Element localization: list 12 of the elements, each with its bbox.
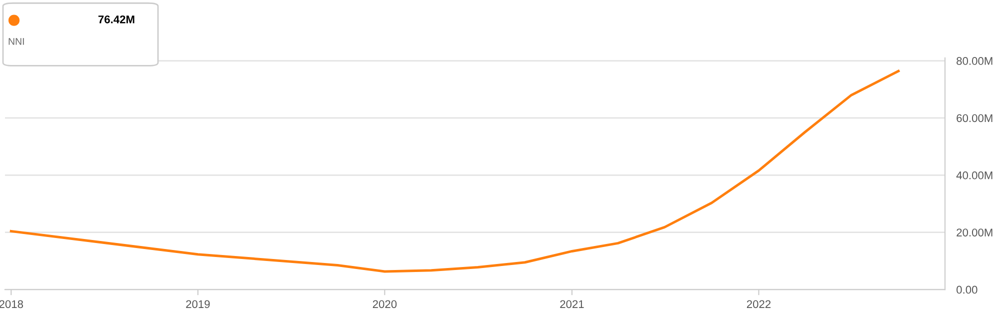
- text: 76.42M: [98, 15, 134, 24]
- y-tick-label: 80.00M: [956, 57, 992, 65]
- x-tick-label: 2020: [372, 300, 397, 308]
- y-tick-label: 60.00M: [956, 114, 992, 122]
- x-tick-label: 2019: [186, 300, 210, 308]
- x-tick-label: 2022: [746, 300, 771, 308]
- y-tick-label: 0.00: [956, 286, 978, 294]
- y-tick-label: 40.00M: [956, 171, 992, 180]
- x-tick-label: 2021: [560, 300, 584, 308]
- chart-subtitle: NNI: [8, 38, 24, 45]
- line-series: [10, 70, 900, 273]
- y-tick-label: 20.00M: [956, 228, 992, 236]
